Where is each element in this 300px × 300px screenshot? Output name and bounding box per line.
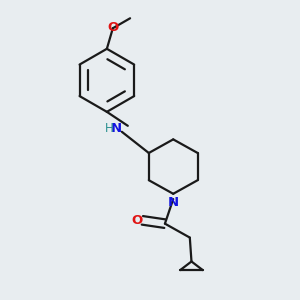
Text: N: N <box>110 122 122 135</box>
Text: O: O <box>107 21 119 34</box>
Text: O: O <box>131 214 143 227</box>
Text: H: H <box>104 122 113 135</box>
Text: N: N <box>168 196 179 208</box>
